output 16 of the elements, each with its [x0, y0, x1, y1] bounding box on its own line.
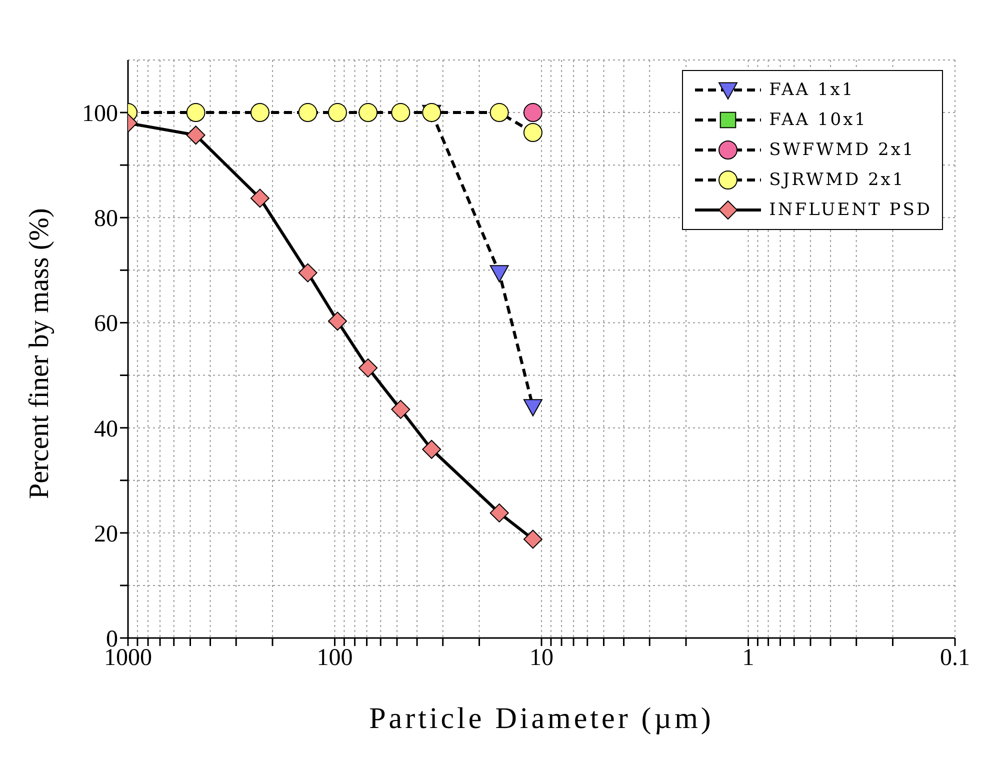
- legend-label: FAA 10x1: [769, 110, 868, 130]
- x-tick-label: 1: [742, 645, 754, 672]
- y-tick-label: 20: [94, 521, 118, 548]
- legend-label: SJRWMD 2x1: [769, 170, 906, 190]
- legend-label: INFLUENT PSD: [769, 200, 932, 220]
- x-axis-title: Particle Diameter (µm): [369, 702, 714, 735]
- y-axis-title: Percent finer by mass (%): [24, 208, 55, 499]
- x-tick-label: 0.1: [940, 645, 970, 672]
- y-tick-label: 60: [94, 311, 118, 338]
- legend-label: SWFWMD 2x1: [769, 140, 916, 160]
- x-tick-label: 10: [530, 645, 554, 672]
- x-tick-label: 100: [316, 645, 353, 672]
- y-tick-label: 40: [94, 416, 118, 442]
- y-tick-label: 80: [94, 206, 118, 232]
- legend-label: FAA 1x1: [769, 80, 855, 100]
- y-tick-label: 100: [82, 101, 118, 128]
